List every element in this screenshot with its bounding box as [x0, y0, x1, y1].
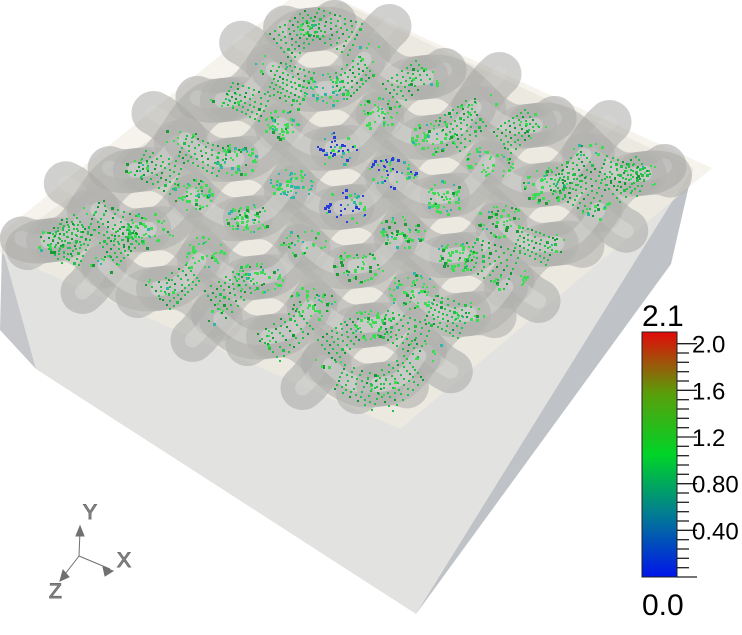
svg-text:0.80: 0.80 — [692, 472, 739, 499]
svg-text:2.0: 2.0 — [692, 332, 725, 359]
svg-text:Y: Y — [83, 501, 97, 524]
svg-text:X: X — [117, 549, 131, 572]
svg-text:0.40: 0.40 — [692, 518, 739, 545]
svg-text:2.1: 2.1 — [642, 300, 684, 333]
svg-text:1.2: 1.2 — [692, 425, 725, 452]
svg-text:1.6: 1.6 — [692, 378, 725, 405]
svg-text:0.0: 0.0 — [642, 589, 684, 622]
svg-text:Z: Z — [49, 580, 62, 603]
